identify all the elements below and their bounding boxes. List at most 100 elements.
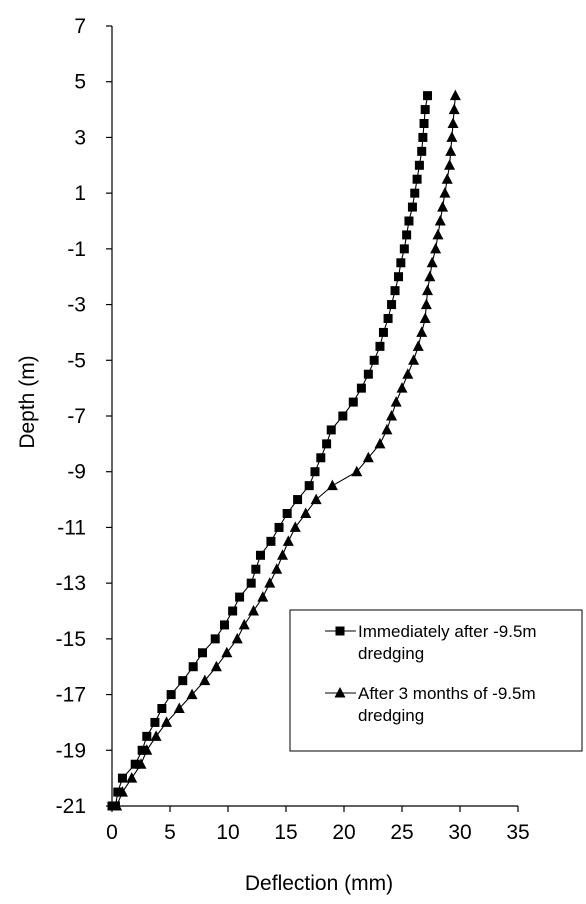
x-tick-label: 0: [106, 821, 118, 844]
data-point-square: [322, 439, 332, 449]
data-point-triangle: [408, 354, 420, 365]
data-point-square: [394, 272, 404, 282]
data-point-triangle: [446, 131, 458, 142]
data-point-triangle: [210, 660, 222, 672]
data-point-square: [414, 160, 424, 170]
data-point-triangle: [419, 312, 431, 323]
data-point-triangle: [420, 298, 432, 310]
data-point-square: [210, 634, 220, 644]
data-point-square: [251, 564, 261, 574]
axes: 7 5 3 1 -1 -3 -5 -7 -9 -11 -13 -15 -17 -19 -21 0 5 10 15 20…: [56, 15, 530, 844]
data-point-triangle: [257, 591, 269, 602]
data-point-square: [310, 467, 320, 477]
data-point-triangle: [448, 103, 460, 115]
data-point-triangle: [221, 646, 233, 658]
x-tick-label: 25: [390, 821, 413, 844]
data-point-triangle: [434, 215, 446, 226]
data-point-triangle: [412, 340, 424, 351]
data-point-triangle: [238, 618, 250, 630]
data-point-triangle: [402, 368, 414, 379]
legend: Immediately after -9.5m dredging After 3 m…: [289, 609, 583, 752]
x-tick-label: 30: [448, 821, 471, 844]
y-tick-label: -15: [56, 628, 86, 651]
data-point-square: [369, 355, 379, 365]
data-point-triangle: [426, 256, 438, 268]
data-point-triangle: [264, 577, 276, 588]
data-point-square: [407, 202, 417, 212]
data-point-square: [197, 648, 207, 658]
data-point-square: [404, 216, 414, 226]
data-point-triangle: [437, 201, 449, 212]
data-point-square: [423, 91, 433, 101]
data-point-square: [107, 801, 117, 811]
x-tick-label: 10: [216, 821, 239, 844]
series-line: [116, 95, 456, 807]
data-point-triangle: [161, 716, 173, 727]
data-point-square: [246, 578, 256, 588]
x-tick-label: 5: [164, 821, 176, 844]
data-point-square: [166, 690, 176, 700]
data-point-square: [130, 759, 140, 769]
data-point-square: [157, 704, 167, 713]
data-point-square: [117, 773, 127, 783]
data-point-square: [390, 286, 400, 296]
data-point-triangle: [362, 451, 374, 463]
data-point-triangle: [447, 117, 459, 128]
data-point-triangle: [449, 89, 461, 101]
legend-marker-square: [335, 626, 345, 636]
data-point-square: [137, 745, 147, 755]
x-tick-label: 20: [332, 821, 355, 844]
data-point-square: [235, 592, 245, 602]
data-point-triangle: [271, 563, 283, 574]
data-point-triangle: [416, 326, 428, 337]
data-point-square: [412, 174, 422, 184]
data-point-triangle: [248, 605, 260, 616]
data-point-square: [316, 453, 326, 463]
data-point-triangle: [439, 187, 451, 198]
y-tick-label: -1: [67, 238, 86, 261]
series-1: [107, 91, 433, 811]
data-point-triangle: [422, 284, 434, 296]
data-point-triangle: [150, 730, 162, 741]
y-tick-label: 5: [74, 71, 86, 94]
data-point-triangle: [441, 173, 453, 184]
data-point-triangle: [141, 744, 153, 755]
legend-marker-triangle: [334, 687, 346, 698]
data-point-square: [378, 327, 388, 337]
data-point-triangle: [199, 674, 211, 686]
data-point-triangle: [390, 396, 402, 407]
y-tick-label: -13: [56, 572, 86, 595]
data-point-triangle: [126, 772, 138, 783]
data-point-triangle: [386, 410, 398, 421]
data-point-square: [338, 411, 348, 421]
y-tick-label: -21: [56, 795, 86, 818]
y-tick-label: -3: [67, 294, 86, 317]
data-point-square: [396, 258, 406, 268]
data-point-triangle: [300, 507, 312, 518]
data-point-square: [383, 314, 393, 323]
data-point-triangle: [396, 382, 408, 393]
data-point-triangle: [186, 688, 198, 700]
data-point-square: [375, 341, 385, 351]
data-point-triangle: [444, 159, 456, 170]
data-point-triangle: [424, 270, 436, 282]
data-point-square: [356, 383, 366, 393]
data-point-triangle: [231, 632, 243, 644]
data-point-triangle: [430, 242, 442, 254]
data-point-square: [266, 536, 276, 546]
data-point-square: [220, 620, 230, 630]
legend-label: After 3 months of -9.5m: [358, 684, 536, 703]
x-axis-label: Deflection (mm): [245, 872, 393, 895]
y-tick-label: 3: [74, 126, 86, 149]
data-point-triangle: [326, 479, 338, 491]
y-tick-label: -19: [56, 739, 86, 762]
data-point-square: [399, 244, 409, 254]
data-point-square: [387, 300, 397, 310]
data-point-square: [142, 731, 152, 741]
data-point-triangle: [351, 465, 363, 477]
data-point-square: [255, 550, 265, 560]
y-tick-label: -11: [57, 516, 86, 539]
y-axis-label: Depth (m): [16, 355, 39, 448]
data-point-square: [293, 495, 303, 505]
